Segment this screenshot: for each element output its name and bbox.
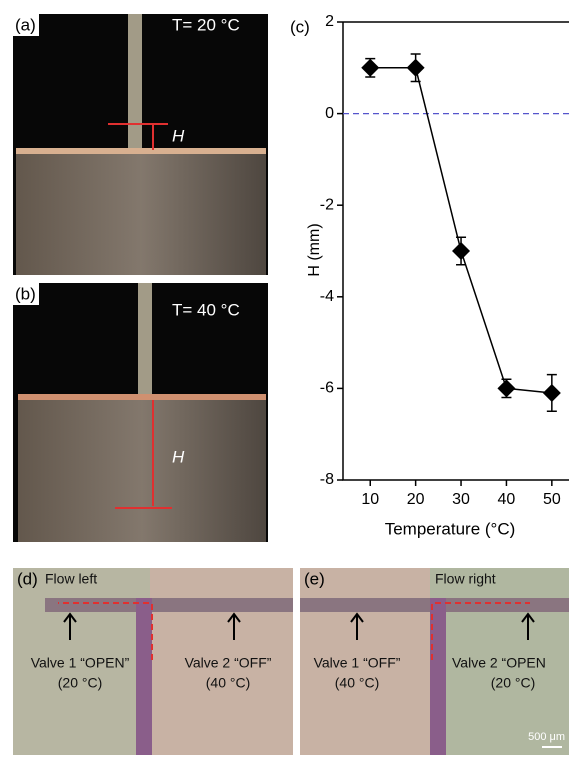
panel-label: (d) (17, 569, 38, 588)
valve2-temp: (20 °C) (491, 675, 536, 691)
data-line (370, 67, 552, 394)
symbol: H (172, 126, 185, 145)
y-tick-label: -6 (320, 380, 334, 397)
arrows (63, 612, 241, 640)
panel-label: (e) (304, 569, 325, 588)
panel-d: (d) Flow left Valve 1 “OPEN” (20 °C) Val… (13, 568, 293, 755)
flow-label: Flow left (45, 571, 97, 587)
marker (497, 379, 516, 398)
panel-e: (e) Flow right Valve 1 “OFF” (40 °C) Val… (300, 568, 569, 755)
valve2: Valve 2 “OPEN (452, 655, 546, 671)
marker (406, 58, 425, 77)
temperature: T= 20 °C (172, 15, 240, 34)
marker (452, 242, 471, 260)
y-tick-label: 2 (325, 13, 334, 30)
tube (128, 14, 142, 150)
valve1: Valve 1 “OFF” (314, 655, 401, 671)
marker (542, 383, 561, 402)
channel (430, 598, 446, 755)
valve2-temp: (40 °C) (206, 675, 251, 691)
panel-label: (a) (15, 15, 36, 34)
symbol: H (172, 447, 185, 466)
flow-label: Flow right (435, 571, 496, 587)
channel (45, 598, 293, 612)
label-bg (13, 14, 39, 36)
panel-label: (b) (15, 284, 36, 303)
arrows (350, 612, 535, 640)
panel-label: (c) (290, 17, 310, 36)
x-axis-title: Temperature (°C) (385, 519, 516, 538)
y-tick-label: -8 (320, 471, 334, 488)
x-tick-label: 50 (543, 491, 561, 508)
valve1-temp: (40 °C) (335, 675, 380, 691)
tube (138, 283, 152, 395)
valve1: Valve 1 “OPEN” (31, 655, 130, 671)
block-top (16, 148, 266, 154)
label-bg (13, 283, 39, 305)
block (16, 150, 266, 275)
panel-b: (b) T= 40 °C H (13, 283, 268, 542)
x-tick-label: 10 (361, 491, 379, 508)
valve2: Valve 2 “OFF” (185, 655, 272, 671)
y-axis-title: H (mm) (306, 223, 323, 276)
channel (136, 598, 152, 755)
y-tick-label: -2 (320, 196, 334, 213)
x-tick-label: 30 (452, 491, 470, 508)
scale-label: 500 μm (528, 731, 565, 743)
y-tick-label: -4 (320, 288, 334, 305)
y-tick-label: 0 (325, 105, 334, 122)
x-tick-label: 20 (407, 491, 425, 508)
chart: (c) H (mm) Temperature (°C) -8 -6 -4 -2 0 2 10… (290, 13, 569, 538)
block (18, 396, 266, 542)
block-top (18, 394, 266, 400)
panel-a: (a) T= 20 °C H (13, 14, 268, 275)
marker (361, 58, 380, 77)
flow-path (431, 602, 530, 660)
x-tick-label: 40 (498, 491, 516, 508)
temperature: T= 40 °C (172, 300, 240, 319)
valve1-temp: (20 °C) (58, 675, 103, 691)
